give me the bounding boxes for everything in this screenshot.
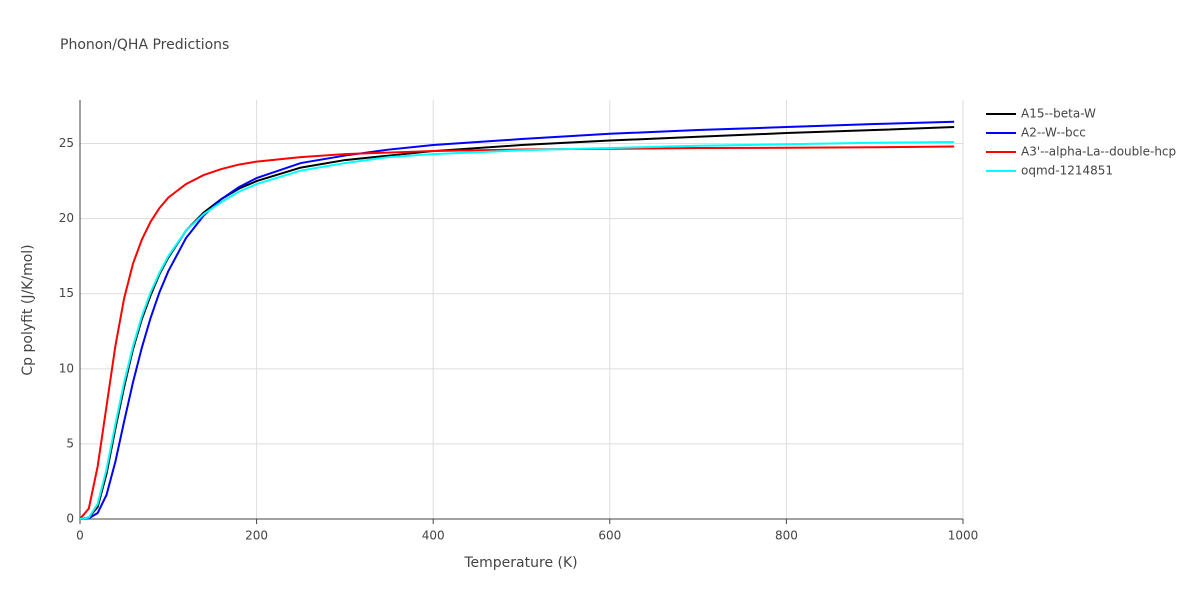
legend-text: A3'--alpha-La--double-hcp — [1021, 145, 1176, 159]
y-tick-label: 15 — [59, 286, 74, 300]
line-series — [79, 120, 955, 520]
y-tick-label: 25 — [59, 136, 74, 150]
x-tick-label: 1000 — [948, 529, 979, 543]
y-tick-label: 20 — [59, 211, 74, 225]
x-tick-label: 600 — [598, 529, 621, 543]
x-axis-title: Temperature (K) — [463, 555, 577, 571]
y-tick-label: 0 — [66, 512, 74, 526]
x-tick-label: 200 — [245, 529, 268, 543]
legend-text: A2--W--bcc — [1021, 126, 1086, 140]
line-series — [79, 145, 955, 520]
legend-text: oqmd-1214851 — [1021, 164, 1113, 178]
line-series — [79, 141, 955, 520]
y-axis-title: Cp polyfit (J/K/mol) — [20, 244, 36, 375]
chart-title: Phonon/QHA Predictions — [60, 37, 229, 53]
x-tick-label: 800 — [775, 529, 798, 543]
y-tick-label: 10 — [59, 361, 74, 375]
x-tick-label: 0 — [76, 529, 84, 543]
y-tick-label: 5 — [66, 436, 74, 450]
x-tick-label: 400 — [422, 529, 445, 543]
line-series — [79, 126, 955, 520]
legend-text: A15--beta-W — [1021, 107, 1096, 121]
